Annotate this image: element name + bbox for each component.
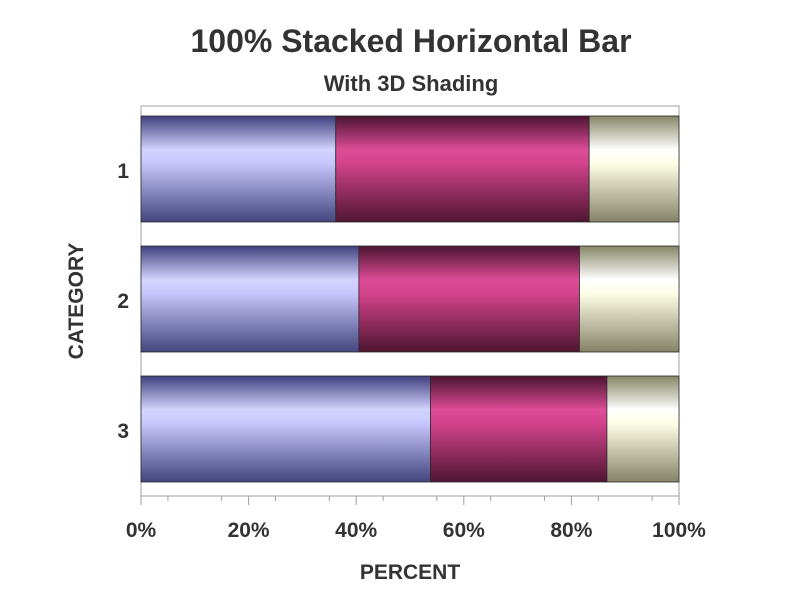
bar-segment-cat1-series2 (335, 115, 590, 223)
bar-layer (140, 115, 680, 483)
x-tick-label: 80% (550, 519, 592, 542)
y-tick-label: 3 (117, 420, 129, 443)
bar-segment-cat1-series1 (140, 115, 337, 223)
y-tick-label: 1 (117, 160, 129, 183)
axes: 1 2 3 0% 20% 40% 60% 80% 100% (117, 160, 706, 542)
chart-title: 100% Stacked Horizontal Bar (190, 23, 631, 59)
bar-segment-cat3-series2 (430, 375, 608, 483)
bar-segment-cat3-series3 (606, 375, 680, 483)
bar-segment-cat2-series2 (358, 245, 580, 353)
bar-segment-cat2-series1 (140, 245, 360, 353)
x-axis-title: PERCENT (360, 561, 461, 584)
y-axis-title: CATEGORY (65, 243, 88, 360)
bar-segment-cat2-series3 (579, 245, 680, 353)
bar-segment-cat1-series3 (588, 115, 680, 223)
chart-subtitle: With 3D Shading (324, 71, 499, 96)
x-tick-label: 40% (335, 519, 377, 542)
x-tick-label: 100% (652, 519, 706, 542)
bar-segment-cat3-series1 (140, 375, 431, 483)
y-tick-label: 2 (117, 290, 129, 313)
x-tick-label: 20% (228, 519, 270, 542)
x-tick-label: 0% (126, 519, 157, 542)
x-tick-label: 60% (443, 519, 485, 542)
